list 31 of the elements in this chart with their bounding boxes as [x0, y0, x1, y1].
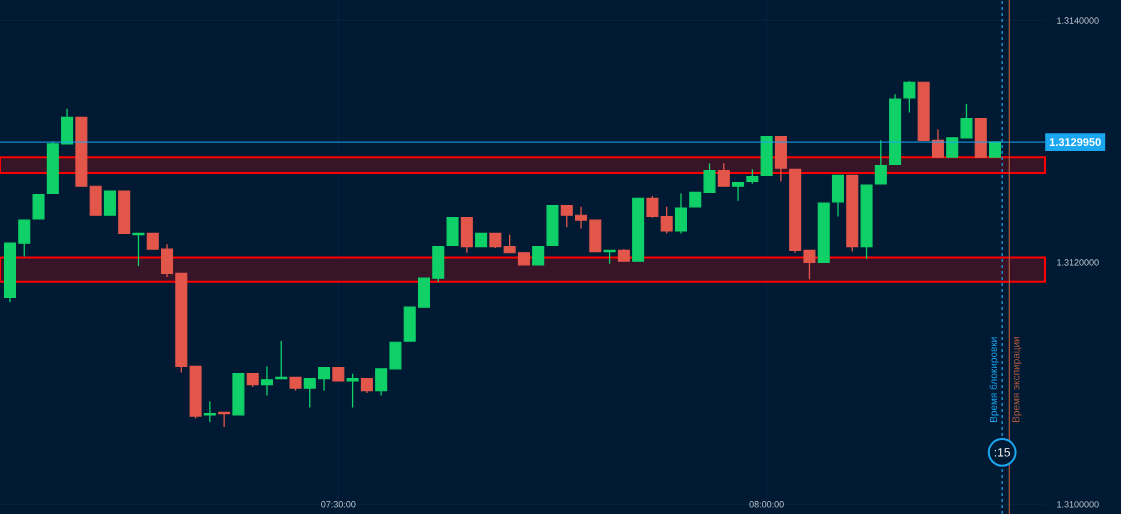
candlestick	[346, 373, 359, 409]
y-tick-label: 1.3120000	[1057, 259, 1099, 266]
candlestick	[18, 219, 31, 258]
y-tick-label: 1.3140000	[1057, 17, 1099, 24]
candlestick	[260, 365, 273, 397]
x-tick-label: 08:00:00	[749, 501, 784, 508]
candlestick	[674, 192, 687, 235]
candlestick	[946, 137, 959, 158]
candlestick	[503, 233, 516, 254]
y-tick-label: 1.3100000	[1057, 501, 1099, 508]
annotation: :15	[994, 448, 1011, 457]
candlestick	[660, 206, 673, 235]
candlestick	[960, 103, 973, 139]
candlestick	[732, 181, 745, 202]
candlestick	[903, 80, 916, 114]
candlestick	[646, 195, 659, 219]
candlestick	[703, 162, 716, 193]
ref-line-label: 1.3129950	[1049, 138, 1101, 147]
candlestick	[303, 377, 316, 409]
candlestick	[575, 206, 588, 230]
candlestick	[803, 249, 816, 281]
candlestick	[560, 204, 573, 229]
candlestick	[532, 246, 545, 266]
candlestick	[318, 367, 331, 392]
candlestick	[132, 232, 145, 267]
candlestick	[717, 162, 730, 187]
ref-line-label: Время блокировки	[989, 337, 999, 422]
candlestick	[874, 139, 887, 185]
candlestick	[375, 368, 388, 397]
x-tick-label: 07:30:00	[321, 501, 356, 508]
ref-line-label: Время экспирации	[1012, 337, 1022, 422]
